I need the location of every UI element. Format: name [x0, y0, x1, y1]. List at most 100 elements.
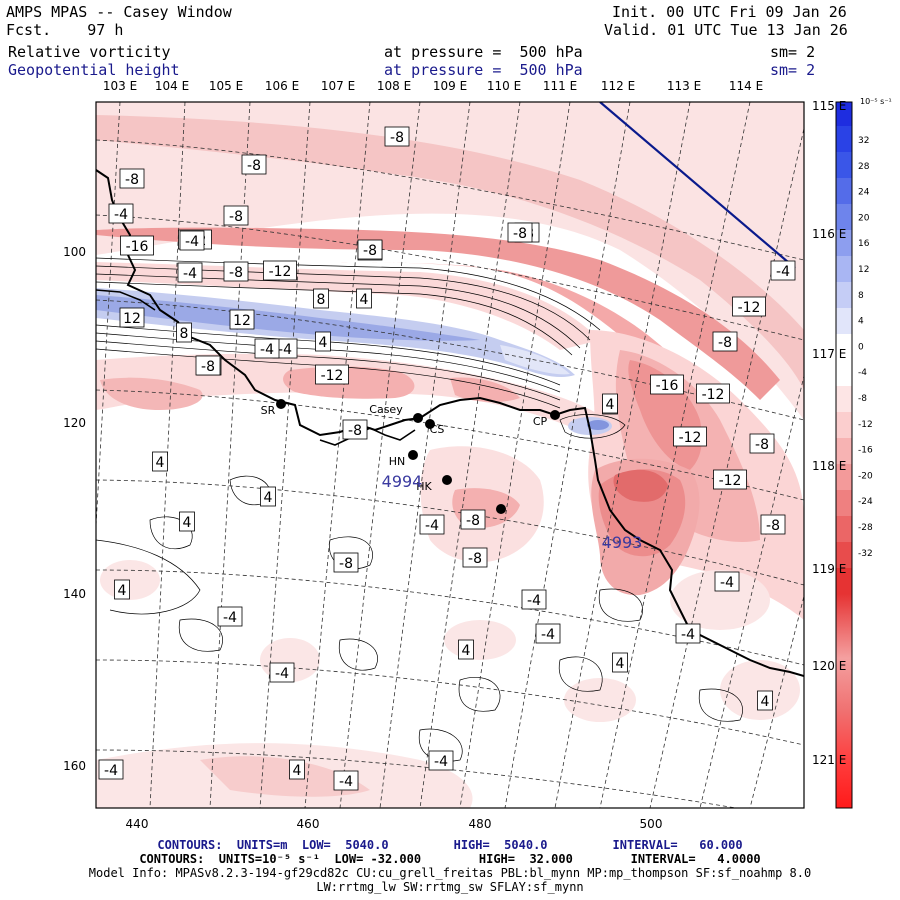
- contour-label: -4: [104, 763, 118, 779]
- contour-label: -12: [702, 387, 725, 403]
- contour-label: 8: [317, 292, 326, 308]
- contour-label: -4: [260, 342, 274, 358]
- y-tick-label: 140: [63, 587, 86, 601]
- plot-title: AMPS MPAS -- Casey Window: [6, 3, 232, 21]
- contour-label: -4: [681, 627, 695, 643]
- contour-label-box: [333, 552, 359, 573]
- height-labels: 4994 4993: [382, 472, 643, 552]
- y-tick-label: 100: [63, 245, 86, 259]
- contour-label-box: [458, 639, 474, 660]
- contour-label: -8: [755, 437, 769, 453]
- colorbar-labels: 32 28 24 20 16 12 8 4 0 -4 -8 -12 -16 -20 -24 -28 -32: [858, 136, 873, 559]
- contour-label-box: [384, 126, 410, 147]
- x-tick-label: 500: [640, 817, 663, 831]
- contour-label: -8: [229, 209, 243, 225]
- top-longitude-labels: 103 E 104 E 105 E 106 E 107 E 108 E 109 E 110 E…: [103, 79, 763, 93]
- coastline: [96, 169, 804, 677]
- contour-label: 12: [233, 313, 251, 329]
- contour-label-box: [223, 261, 249, 282]
- contour-label: -16: [126, 239, 149, 255]
- contour-label: -4: [223, 610, 237, 626]
- colorbar-label: -20: [858, 471, 873, 481]
- contour-label: -12: [679, 430, 702, 446]
- contour-label-box: [675, 623, 701, 644]
- contour-label: -8: [201, 359, 215, 375]
- contour-label: 4: [761, 694, 770, 710]
- contour-label: -12: [321, 368, 344, 384]
- colorbar-label: -4: [858, 368, 867, 378]
- contour-label: -12: [269, 264, 292, 280]
- station-markers: SR Casey CS CP HN HK: [261, 399, 560, 514]
- contour-label-box: [217, 606, 243, 627]
- vorticity-shading: [96, 102, 804, 808]
- contour-label-box: [732, 296, 766, 317]
- right-longitude-labels: 115 E 116 E 117 E 118 E 119 E 120 E 121 E: [812, 99, 846, 767]
- contour-label-box: [223, 205, 249, 226]
- contour-label: -4: [425, 518, 439, 534]
- colorbar-label: 0: [858, 342, 864, 352]
- contour-label-box: [714, 571, 740, 592]
- contour-label-box: [428, 750, 454, 771]
- contour-label-box: [229, 309, 255, 330]
- contour-label-box: [333, 770, 359, 791]
- contour-label: 8: [180, 326, 189, 342]
- station-dot: [413, 413, 423, 423]
- station-dot: [442, 475, 452, 485]
- contour-label-box: [241, 154, 267, 175]
- contour-label-box: [119, 168, 145, 189]
- contour-label-box: [521, 589, 547, 610]
- y-tick-labels: 100 120 140 160: [63, 245, 86, 773]
- colorbar-label: -24: [858, 497, 873, 507]
- height-label: 4994: [382, 472, 423, 491]
- longitude-label: 112 E: [601, 79, 635, 93]
- contour-label: 4: [319, 335, 328, 351]
- contour-label-box: [177, 262, 203, 283]
- longitude-label: 115 E: [812, 99, 846, 113]
- colorbar-label: 12: [858, 265, 869, 275]
- station-label: Casey: [369, 403, 403, 416]
- contour-label: -4: [185, 234, 199, 250]
- contour-label-box: [673, 426, 707, 447]
- contour-label-box: [254, 338, 280, 359]
- y-tick-label: 160: [63, 759, 86, 773]
- longitude-label: 108 E: [377, 79, 411, 93]
- contour-label: -16: [656, 378, 679, 394]
- contour-label-box: [114, 579, 130, 600]
- station-label: HN: [389, 455, 406, 468]
- contour-label-box: [179, 511, 195, 532]
- longitude-label: 121 E: [812, 753, 846, 767]
- station-dot: [496, 504, 506, 514]
- colorbar-label: 32: [858, 136, 869, 146]
- longitude-label: 118 E: [812, 459, 846, 473]
- contour-label: -4: [339, 774, 353, 790]
- contour-label-box: [269, 662, 295, 683]
- contour-labels: -8 -8 -8 -4 -8 -16 -12 -4 -8 -12 -8 8 4 12 12 8 -4 4 -8 -12…: [98, 126, 796, 791]
- station-label: SR: [261, 404, 276, 417]
- x-tick-labels: 440 460 480 500: [126, 817, 663, 831]
- field2-name: Geopotential height: [8, 61, 180, 79]
- station-dot: [408, 450, 418, 460]
- longitude-label: 104 E: [155, 79, 189, 93]
- contour-label-box: [713, 469, 747, 490]
- contour-label: 4: [462, 643, 471, 659]
- contour-label: 4: [606, 397, 615, 413]
- colorbar-label: 16: [858, 239, 870, 249]
- contour-label: -4: [183, 266, 197, 282]
- station-label: CS: [430, 423, 445, 436]
- longitude-label: 106 E: [265, 79, 299, 93]
- field2-level: at pressure = 500 hPa: [384, 61, 583, 79]
- contour-label: 4: [156, 455, 165, 471]
- field2-smooth: sm= 2: [770, 61, 816, 79]
- contour-label: -4: [278, 342, 292, 358]
- contour-label: -8: [766, 518, 780, 534]
- station-label: HK: [416, 480, 432, 493]
- contour-label-box: [179, 230, 205, 251]
- x-tick-label: 480: [469, 817, 492, 831]
- colorbar-label: -28: [858, 523, 873, 533]
- contour-label-box: [98, 759, 124, 780]
- contour-label: -8: [468, 551, 482, 567]
- init-time: Init. 00 UTC Fri 09 Jan 26: [612, 3, 847, 21]
- contour-label-box: [770, 260, 796, 281]
- height-contour-5040: [599, 102, 796, 269]
- plot-frame: [95, 101, 805, 809]
